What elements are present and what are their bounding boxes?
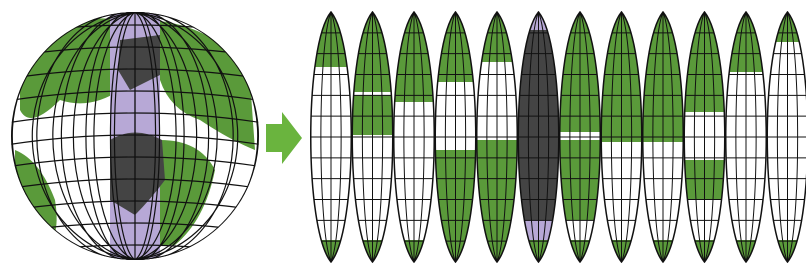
gore bbox=[389, 12, 439, 265]
globe bbox=[0, 9, 270, 261]
gore bbox=[680, 12, 730, 265]
gore bbox=[597, 12, 647, 265]
gore bbox=[638, 12, 688, 265]
arrow bbox=[266, 112, 302, 164]
gore bbox=[763, 12, 806, 265]
gore bbox=[514, 12, 564, 265]
gore bbox=[472, 12, 522, 265]
gores bbox=[306, 12, 806, 265]
gore bbox=[306, 12, 356, 265]
globe-gores-illustration bbox=[0, 0, 806, 270]
gore bbox=[431, 12, 481, 265]
gore bbox=[555, 12, 605, 265]
gore bbox=[721, 12, 771, 265]
gore bbox=[348, 12, 398, 265]
